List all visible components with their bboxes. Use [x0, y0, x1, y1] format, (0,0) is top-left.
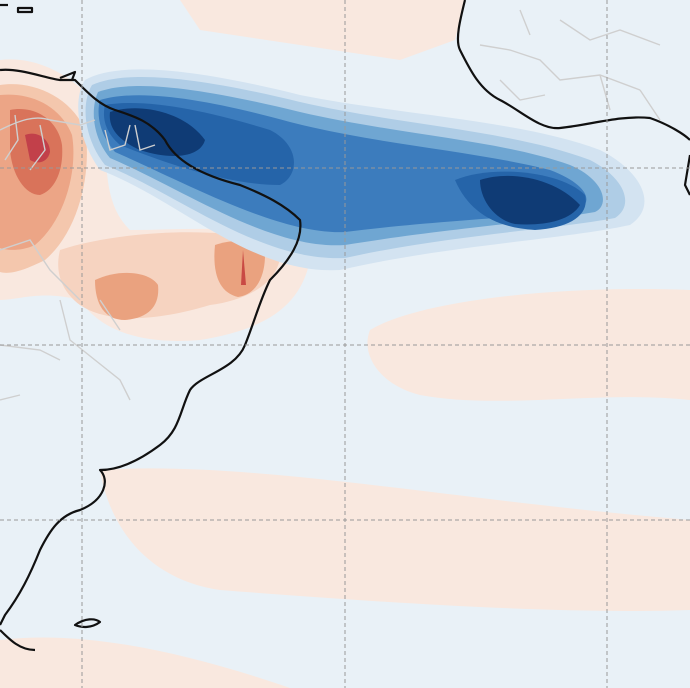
country-borders [0, 9, 661, 401]
cold-anomaly-contours [78, 69, 645, 271]
warm-anomaly-contours [0, 84, 281, 320]
coastlines [0, 0, 690, 652]
